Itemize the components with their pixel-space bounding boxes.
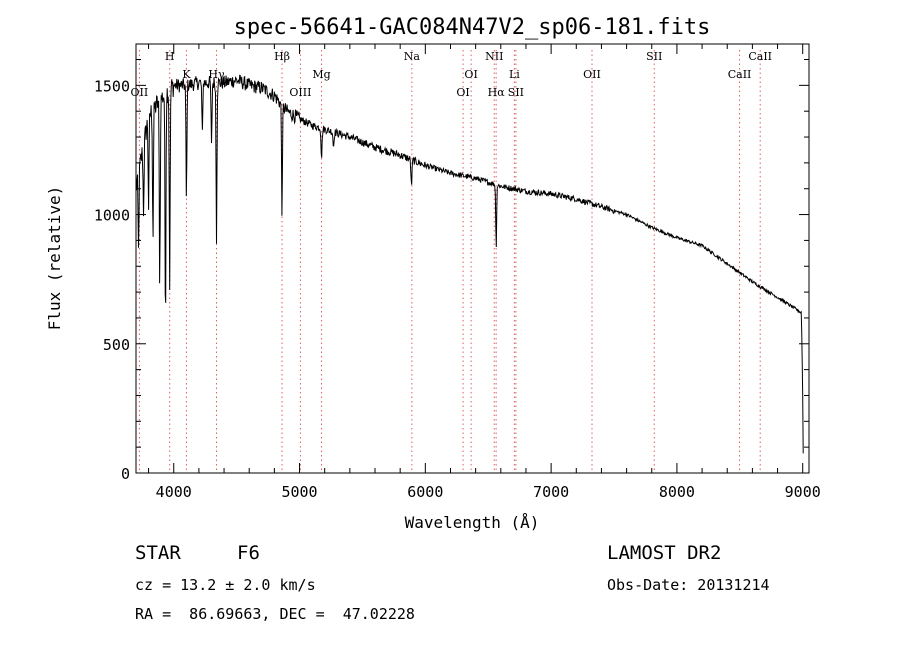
redshift-text: cz = 13.2 ± 2.0 km/s [135, 576, 316, 594]
x-axis: 4000 5000 6000 7000 8000 9000 [148, 44, 821, 501]
y-tick-label: 500 [103, 336, 130, 354]
plot-frame [135, 43, 810, 474]
line-marker-label: K [182, 68, 191, 81]
subclass-label: F6 [237, 542, 260, 564]
spectrum-line [135, 74, 804, 454]
x-tick-label: 8000 [659, 483, 695, 501]
coordinates-text: RA = 86.69663, DEC = 47.02228 [135, 605, 415, 623]
x-tick-label: 7000 [533, 483, 569, 501]
line-marker-label: NII [485, 50, 503, 63]
line-marker-label: OII [131, 86, 149, 99]
y-tick-label: 1000 [94, 207, 130, 225]
line-marker-label: Mg [312, 68, 330, 81]
y-tick-label: 0 [121, 465, 130, 483]
obs-date-text: Obs-Date: 20131214 [607, 576, 770, 594]
y-tick-label: 1500 [94, 77, 130, 95]
line-marker-label: Hβ [274, 50, 290, 63]
line-marker-label: Hα [488, 86, 506, 99]
line-marker-label: OII [583, 68, 601, 81]
x-tick-label: 5000 [281, 483, 317, 501]
x-tick-label: 6000 [407, 483, 443, 501]
x-axis-label: Wavelength (Å) [405, 513, 540, 532]
line-marker-label: OI [456, 86, 469, 99]
survey-label: LAMOST DR2 [607, 542, 722, 564]
y-axis: 0 500 1000 1500 [94, 59, 809, 483]
class-label: STAR [135, 542, 181, 564]
line-marker-label: CaII [748, 50, 772, 63]
y-axis-label: Flux (relative) [45, 186, 64, 331]
line-marker-label: OI [464, 68, 477, 81]
line-marker-label: CaII [728, 68, 752, 81]
x-tick-label: 4000 [156, 483, 192, 501]
line-marker-label: SII [508, 86, 524, 99]
line-marker-label: Li [509, 68, 520, 81]
x-tick-label: 9000 [785, 483, 821, 501]
line-marker-label: SII [646, 50, 662, 63]
line-marker-label: Hγ [208, 68, 225, 81]
line-marker-label: Na [404, 50, 421, 63]
line-marker-label: H [165, 50, 175, 63]
chart-title: spec-56641-GAC084N47V2_sp06-181.fits [234, 15, 711, 40]
line-marker-label: OIII [289, 86, 311, 99]
